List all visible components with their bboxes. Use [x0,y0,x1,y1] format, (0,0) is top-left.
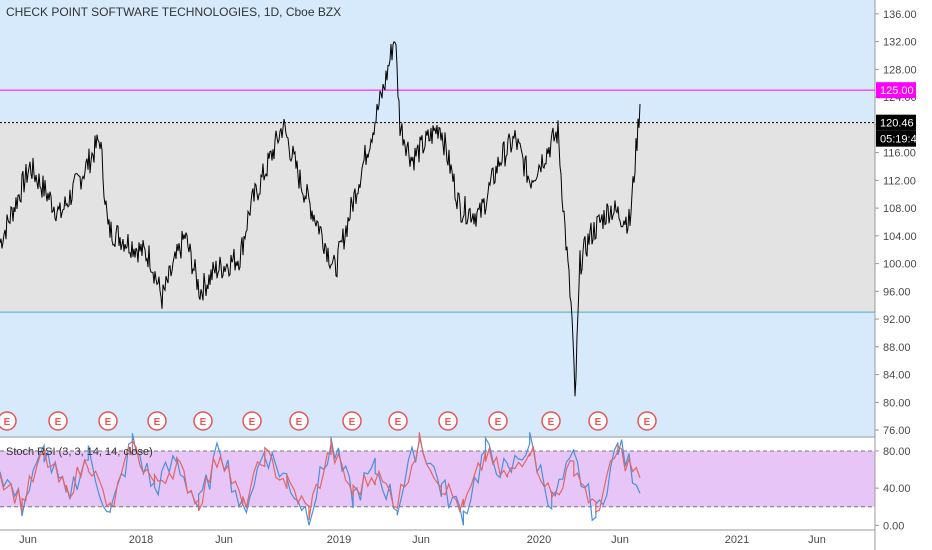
countdown-tag-label: 05:19:48 [880,134,923,146]
earnings-marker: E [438,411,458,431]
x-tick-label: Jun [215,534,233,546]
earnings-marker-label: E [349,417,356,428]
earnings-marker-circle [342,411,362,431]
earnings-marker-label: E [154,417,161,428]
earnings-marker-circle [438,411,458,431]
background-layer [0,0,875,508]
x-tick-label: Jun [808,534,826,546]
earnings-marker-label: E [395,417,402,428]
y-tick-label: 132.00 [883,37,917,49]
x-tick-label: 2021 [725,534,749,546]
price-layer [0,41,641,397]
x-tick-label: Jun [412,534,430,546]
earnings-marker: E [242,411,262,431]
earnings-marker-label: E [55,417,62,428]
range-band [0,121,875,313]
x-tick-label: 2018 [129,534,153,546]
earnings-marker-label: E [105,417,112,428]
indicator-label: Stoch RSI (3, 3, 14, 14, close) [6,446,153,458]
earnings-marker-circle [147,411,167,431]
chart-title: CHECK POINT SOFTWARE TECHNOLOGIES, 1D, C… [6,5,341,19]
earnings-marker-circle [488,411,508,431]
earnings-marker-circle [193,411,213,431]
indicator-y-tick-label: 40.00 [883,483,911,495]
earnings-marker: E [488,411,508,431]
earnings-marker-label: E [595,417,602,428]
y-tick-label: 88.00 [883,342,911,354]
x-tick-label: Jun [19,534,37,546]
earnings-marker: E [193,411,213,431]
indicator-y-tick-label: 0.00 [883,520,904,532]
last-price-tag: 120.46 [876,114,916,131]
countdown-tag: 05:19:48 [876,130,923,147]
earnings-marker-label: E [200,417,207,428]
y-tick-label: 112.00 [883,175,916,187]
price-series-line [0,41,641,397]
y-tick-label: 80.00 [883,397,911,409]
earnings-marker: E [98,411,118,431]
earnings-marker-circle [289,411,309,431]
x-tick-label: Jun [611,534,629,546]
resistance-price-tag: 125.00 [876,82,916,99]
earnings-marker: E [588,411,608,431]
level-lines-layer [0,89,875,313]
earnings-marker: E [48,411,68,431]
indicator-y-tick-label: 80.00 [883,446,911,458]
last-price-tag-label: 120.46 [880,118,914,130]
y-tick-label: 84.00 [883,370,911,382]
resistance-price-tag-label: 125.00 [880,85,914,97]
countdown-tag-box [876,130,916,147]
stoch-d-line [0,432,641,521]
earnings-marker-label: E [495,417,502,428]
earnings-marker-circle [0,411,17,431]
y-tick-label: 92.00 [883,314,911,326]
earnings-marker-circle [588,411,608,431]
y-tick-label: 116.00 [883,148,916,160]
grid-layer [0,0,876,550]
earnings-marker-circle [541,411,561,431]
earnings-marker-label: E [644,417,651,428]
earnings-marker-circle [242,411,262,431]
y-tick-label: 128.00 [883,64,917,76]
y-tick-label: 104.00 [883,231,917,243]
y-tick-label: 100.00 [883,259,917,271]
earnings-marker-label: E [445,417,452,428]
x-tick-label: 2019 [327,534,351,546]
earnings-marker: E [342,411,362,431]
earnings-marker: E [147,411,167,431]
earnings-marker-circle [48,411,68,431]
indicator-layer [0,432,641,526]
earnings-marker-label: E [249,417,256,428]
earnings-marker-circle [637,411,657,431]
y-tick-label: 108.00 [883,203,917,215]
earnings-marker-label: E [296,417,303,428]
earnings-marker: E [637,411,657,431]
y-tick-label: 136.00 [883,9,917,21]
earnings-marker: E [0,411,17,431]
y-tick-label: 76.00 [883,425,911,437]
stoch-k-line [0,432,641,526]
price-tags-layer: 125.00 120.46 05:19:48 [876,82,923,147]
earnings-marker: E [541,411,561,431]
resistance-price-tag-box [876,82,916,99]
x-tick-label: 2020 [527,534,551,546]
earnings-marker-label: E [548,417,555,428]
earnings-marker-circle [98,411,118,431]
earnings-marker-label: E [4,417,11,428]
last-price-tag-box [876,114,916,131]
earnings-marker: E [289,411,309,431]
earnings-marker-circle [388,411,408,431]
earnings-marker: E [388,411,408,431]
y-tick-label: 96.00 [883,286,911,298]
axis-layer: 136.00132.00128.00124.00120.00116.00112.… [19,9,917,546]
